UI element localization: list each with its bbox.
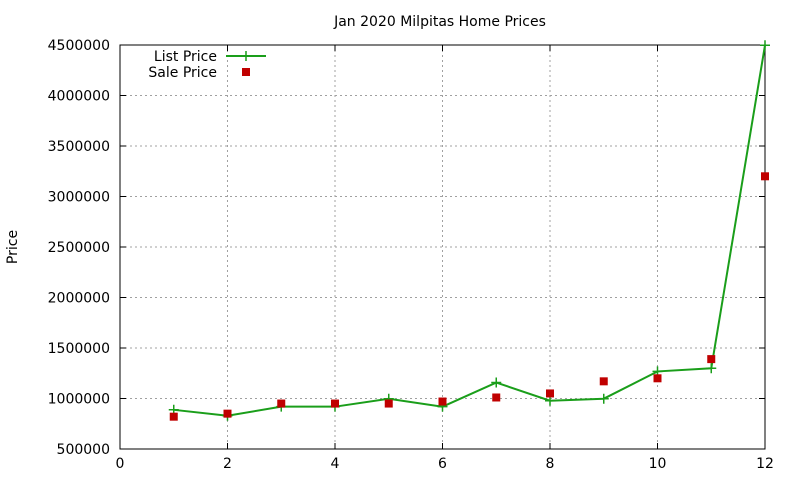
legend-label-sale-price: Sale Price — [148, 65, 217, 81]
list-price-point — [491, 377, 502, 388]
x-tick-label: 12 — [756, 456, 774, 472]
y-tick-label: 4000000 — [48, 89, 110, 105]
list-price-point — [598, 393, 609, 404]
sale-price-point — [492, 393, 501, 402]
y-tick-label: 1500000 — [48, 341, 110, 357]
grid-lines — [120, 45, 765, 449]
list-price-line — [173, 45, 766, 417]
x-tick-label: 4 — [331, 456, 340, 472]
x-tick-label: 10 — [649, 456, 667, 472]
sale-price-point — [761, 172, 769, 181]
sale-price-point — [707, 355, 716, 364]
y-tick-label: 4500000 — [48, 38, 110, 54]
y-tick-label: 3500000 — [48, 139, 110, 155]
sale-price-point — [653, 374, 662, 383]
series-sale-price — [169, 172, 769, 421]
x-tick-label: 8 — [546, 456, 555, 472]
chart-title: Jan 2020 Milpitas Home Prices — [333, 14, 546, 30]
sale-price-point — [169, 412, 178, 421]
y-tick-label: 2000000 — [48, 291, 110, 307]
y-axis-label: Price — [5, 230, 21, 264]
sale-price-point — [331, 399, 339, 408]
legend-swatch-plus — [241, 51, 251, 61]
sale-price-point — [599, 377, 608, 386]
x-tick-label: 6 — [438, 456, 447, 472]
list-price-point — [706, 363, 717, 374]
list-price-point — [760, 40, 770, 51]
x-tick-label: 0 — [116, 456, 125, 472]
axis-ticks: 0 2 4 6 8 10 12 500000 1000000 1500000 2000000 2500… — [48, 38, 774, 472]
y-tick-label: 1000000 — [48, 392, 110, 408]
y-tick-label: 3000000 — [48, 190, 110, 206]
sale-price-point — [546, 389, 554, 398]
series-layer — [168, 40, 770, 421]
x-tick-label: 2 — [223, 456, 232, 472]
legend-swatch-square — [242, 68, 250, 76]
sale-price-point — [384, 399, 393, 408]
plot-frame — [119, 44, 766, 450]
sale-price-point — [223, 409, 232, 418]
legend-label-list-price: List Price — [154, 49, 217, 65]
series-list-price — [168, 40, 770, 421]
sale-price-point — [438, 397, 447, 406]
y-tick-label: 500000 — [57, 442, 110, 458]
sale-price-point — [277, 399, 286, 408]
y-tick-label: 2500000 — [48, 240, 110, 256]
